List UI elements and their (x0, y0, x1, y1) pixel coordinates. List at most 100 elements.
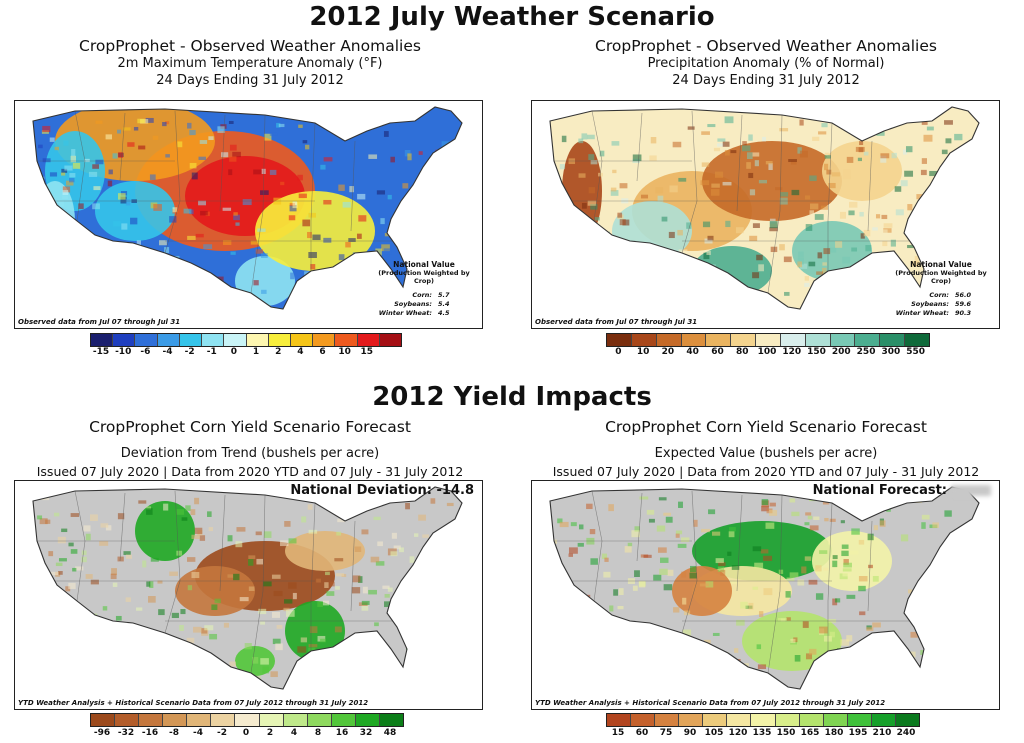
map-cell (429, 199, 435, 206)
map-cell (312, 665, 317, 670)
map-cell (177, 645, 186, 650)
map-cell (130, 284, 140, 291)
map-cell (851, 528, 860, 535)
map-cell (663, 262, 672, 266)
map-cell (146, 263, 154, 268)
map-cell (842, 175, 851, 180)
colorbar-tick-label: 300 (881, 347, 901, 357)
map-cell (383, 131, 389, 137)
map-cell (900, 534, 909, 542)
map-cell (632, 585, 638, 591)
map-cell (763, 555, 773, 561)
map-cell (152, 135, 159, 140)
map-cell (556, 205, 565, 209)
map-cell (298, 193, 307, 199)
map-cell (409, 597, 418, 604)
colorbar-tick-label: 2 (266, 728, 274, 738)
map-cell (577, 542, 584, 547)
state-border (636, 112, 643, 182)
map-cell (587, 239, 592, 244)
map-cell (657, 547, 667, 553)
map-cell (261, 289, 267, 294)
map-cell (111, 674, 117, 680)
map-cell (361, 529, 369, 535)
map-cell (45, 519, 51, 524)
map-cell (815, 284, 824, 289)
map-cell (893, 668, 899, 673)
map-cell (552, 664, 557, 670)
map-cell (138, 256, 143, 264)
map-cell (832, 673, 841, 680)
map-cell (260, 621, 266, 625)
map-cell (233, 573, 240, 581)
temperature-map-svg (32, 106, 463, 310)
map-cell (432, 661, 438, 665)
map-cell (393, 545, 401, 550)
map-cell (138, 257, 144, 262)
map-cell (864, 212, 871, 218)
map-cell (849, 550, 859, 555)
map-cell (779, 128, 789, 132)
map-cell (824, 155, 831, 159)
map-cell (843, 559, 849, 565)
map-cell (372, 678, 380, 686)
map-cell (188, 298, 195, 304)
map-cell (839, 500, 845, 504)
map-cell (744, 304, 750, 309)
map-cell (868, 564, 873, 569)
map-cell (752, 546, 762, 552)
colorbar-swatch (751, 714, 776, 726)
map-cell (361, 600, 370, 605)
map-cell (384, 601, 391, 608)
map-cell (208, 527, 214, 532)
map-cell (95, 120, 103, 124)
map-cell (53, 512, 60, 517)
map-cell (657, 195, 664, 203)
map-cell (589, 529, 596, 535)
map-cell (563, 653, 570, 658)
map-cell (921, 120, 928, 125)
map-cell (85, 254, 95, 259)
national-deviation-label: National Deviation: (290, 483, 432, 498)
map-cell (730, 580, 738, 584)
map-cell (570, 522, 577, 527)
map-cell (280, 540, 289, 547)
map-cell (336, 531, 342, 536)
map-cell (383, 248, 392, 255)
colorbar-tick-label: 100 (757, 347, 777, 357)
map-cell (705, 656, 713, 661)
map-cell (746, 162, 751, 169)
map-cell (863, 151, 869, 156)
map-cell (883, 229, 888, 235)
map-cell (191, 534, 200, 539)
map-cell (858, 585, 866, 592)
map-cell (734, 648, 739, 653)
map-cell (352, 575, 361, 583)
map-cell (136, 240, 142, 247)
map-cell (44, 636, 54, 642)
map-cell (627, 542, 633, 547)
chart-title: CropProphet - Observed Weather Anomalies (79, 37, 421, 55)
colorbar-swatch (91, 334, 114, 346)
map-cell (619, 219, 626, 226)
national-forecast: National Forecast: (813, 483, 991, 498)
map-cell (949, 663, 955, 669)
observed-note: Observed data from Jul 07 through Jul 31 (18, 318, 181, 326)
map-cell (307, 504, 313, 510)
map-cell (578, 173, 586, 178)
crop-row-corn: Corn: 5.7 (370, 291, 460, 300)
map-cell (407, 585, 414, 590)
map-cell (123, 551, 131, 555)
map-cell (38, 255, 46, 263)
map-cell (256, 558, 263, 565)
map-cell (308, 212, 317, 218)
map-cell (951, 605, 958, 609)
map-cell (646, 509, 655, 515)
map-cell (138, 145, 146, 150)
scenario-note: YTD Weather Analysis + Historical Scenar… (18, 699, 369, 707)
map-cell (603, 571, 611, 578)
map-cell (363, 291, 369, 299)
yield-expected-colorbar-ticks: 15 60 75 90 105 120 135 150 165 180 195 210 240 (606, 728, 918, 740)
map-cell (51, 300, 58, 307)
map-cell (121, 223, 128, 230)
